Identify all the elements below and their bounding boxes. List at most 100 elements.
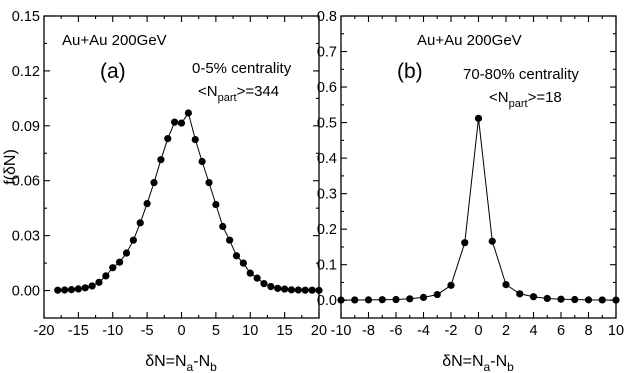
panel-b-x-tick-label: 2	[502, 323, 510, 339]
panel-b-letter: (b)	[397, 60, 423, 83]
panel-a-data-point	[301, 286, 309, 294]
panel-b-y-tick-label: 0.3	[317, 187, 337, 203]
panel-a-x-tick-label: 15	[277, 323, 293, 339]
panel-b-data-point	[612, 296, 620, 304]
panel-a-data-point	[198, 157, 206, 166]
panel-a-data-point	[287, 286, 296, 294]
panel-a-data-point	[74, 285, 82, 293]
panel-a-data-point	[136, 219, 144, 227]
panel-a-letter: (a)	[100, 60, 126, 83]
panel-a-data-point	[67, 286, 76, 294]
panel-a-x-tick-label: -20	[34, 323, 55, 339]
panel-a-data-point	[102, 272, 110, 280]
panel-b-data-point	[364, 296, 373, 304]
panel-b-data-point	[543, 294, 551, 303]
panel-b-data-point	[461, 239, 469, 247]
panel-b-y-tick-label: 0.1	[317, 258, 337, 274]
panel-a-system-label: Au+Au 200GeV	[62, 32, 167, 49]
panel-a-x-tick-label: 5	[212, 323, 220, 339]
panel-a-x-tick-label: 20	[311, 323, 327, 339]
panel-b-data-point	[584, 296, 593, 304]
panel-a-data-point	[164, 135, 172, 143]
panel-b-data-point	[557, 295, 565, 303]
panel-b-data-point	[447, 281, 455, 289]
panel-a-y-axis-title: f(δN)	[2, 149, 19, 185]
panel-b-x-tick-label: 8	[584, 323, 592, 339]
panel-a-data-point	[184, 109, 192, 117]
panel-a-data-point	[116, 258, 124, 266]
panel-b-series-line	[340, 118, 617, 301]
panel-a-data-point	[81, 284, 89, 292]
panel-a-data-point	[239, 259, 247, 267]
panel-a-data-point	[177, 119, 186, 127]
panel-b-x-tick-label: 0	[474, 323, 482, 339]
panel-a-y-tick-label: 0.09	[12, 119, 40, 135]
panel-a-y-tick-label: 0.12	[12, 64, 40, 80]
panel-a-y-tick-label: 0.15	[12, 9, 40, 25]
panel-a-x-axis-title: δN=Na-Nb	[145, 353, 217, 373]
panel-a-data-point	[88, 282, 96, 290]
panel-b-data-point	[337, 296, 345, 304]
panel-a-data-point	[143, 200, 151, 208]
panel-b-x-axis-title: δN=Na-Nb	[442, 353, 514, 373]
panel-b-x-tick-label: -6	[390, 323, 403, 339]
panel-b-data-point	[406, 295, 414, 303]
panel-a-data-point	[219, 222, 227, 231]
panel-b: Au+Au 200GeV (b) 70-80% centrality <Npar…	[317, 9, 624, 373]
panel-b-y-tick-label: 0.8	[317, 9, 337, 25]
panel-b-x-tick-label: 6	[557, 323, 565, 339]
panel-a-data-point	[212, 200, 220, 209]
panel-a-x-tick-label: 0	[177, 323, 185, 339]
panel-b-data-point	[433, 290, 441, 299]
panel-a-x-tick-label: -15	[68, 323, 89, 339]
panel-a-data-point	[109, 264, 117, 272]
panel-b-data-point	[378, 296, 386, 304]
panel-b-data-point	[474, 114, 483, 122]
panel-a-series-line	[57, 111, 320, 291]
panel-b-data-point	[351, 296, 359, 304]
panel-b-data-point	[502, 281, 510, 289]
panel-a-data-point	[281, 285, 289, 293]
panel-a-data-point	[253, 274, 261, 282]
panel-b-centrality-label: 70-80% centrality	[463, 66, 579, 83]
panel-b-x-tick-label: -8	[362, 323, 375, 339]
panel-b-npart-label: <Npart>=18	[489, 89, 562, 110]
panel-a-data-point	[157, 156, 165, 164]
panel-a: Au+Au 200GeV (a) 0-5% centrality <Npart>…	[2, 9, 327, 373]
panel-b-data-point	[571, 295, 579, 304]
panel-a-data-point	[274, 284, 282, 292]
panel-a-data-point	[150, 178, 158, 187]
panel-a-y-tick-label: 0.06	[12, 174, 40, 190]
panel-b-x-tick-label: -10	[331, 323, 352, 339]
panel-a-data-point	[226, 236, 234, 244]
panel-b-y-tick-label: 0.5	[317, 116, 337, 132]
panel-a-data-point	[232, 252, 241, 260]
panel-b-x-tick-label: -4	[417, 323, 430, 339]
panel-a-centrality-label: 0-5% centrality	[192, 60, 292, 77]
panel-b-system-label: Au+Au 200GeV	[417, 32, 522, 49]
panel-b-data-point	[488, 237, 496, 245]
panel-a-data-point	[54, 286, 62, 294]
panel-a-data-point	[267, 282, 275, 291]
panel-a-data-point	[246, 269, 254, 277]
panel-b-y-tick-label: 0.4	[317, 151, 337, 167]
panel-a-x-tick-label: -5	[141, 323, 154, 339]
panel-a-data-point	[308, 286, 316, 294]
panel-a-x-tick-label: 10	[242, 323, 258, 339]
panel-b-x-tick-label: 4	[529, 323, 537, 339]
panel-b-data-point	[529, 293, 538, 301]
panel-b-y-tick-label: 0.0	[317, 293, 337, 309]
panel-b-data-point	[419, 293, 428, 301]
panel-b-y-tick-label: 0.6	[317, 80, 337, 96]
panel-b-x-tick-label: 10	[608, 323, 624, 339]
panel-a-data-point	[191, 135, 199, 144]
panel-a-data-point	[205, 178, 213, 187]
panel-b-x-tick-label: -2	[445, 323, 458, 339]
panel-a-data-point	[294, 286, 302, 294]
panel-b-data-point	[516, 290, 524, 298]
panel-a-data-point	[171, 118, 179, 126]
panel-a-y-tick-label: 0.03	[12, 229, 40, 245]
panel-a-x-tick-label: -10	[102, 323, 123, 339]
panel-b-data-point	[598, 296, 606, 304]
